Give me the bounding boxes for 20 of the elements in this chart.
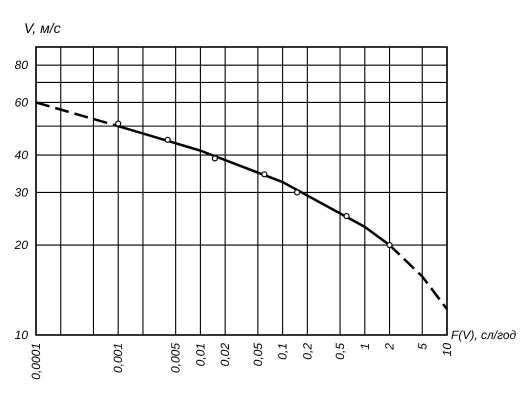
x-tick-label: 0,0001 — [29, 343, 43, 380]
x-tick-label: 0,001 — [111, 343, 126, 374]
x-tick-label: 5 — [415, 342, 430, 350]
y-tick-label: 40 — [14, 148, 28, 162]
x-tick-label: 1 — [358, 343, 372, 350]
y-tick-label: 80 — [14, 58, 28, 72]
x-tick-label: 0,005 — [168, 342, 183, 374]
x-axis-title: F(V), сл/год — [451, 328, 517, 342]
x-tick-label: 2 — [382, 342, 397, 351]
x-tick-label: 0,5 — [333, 342, 348, 360]
x-tick-label: 10 — [440, 342, 454, 356]
y-tick-label: 60 — [14, 95, 28, 110]
x-tick-label: 0,1 — [276, 343, 290, 360]
y-tick-label: 20 — [14, 238, 28, 252]
y-tick-label: 30 — [14, 185, 28, 200]
x-tick-label: 0,05 — [250, 342, 265, 366]
x-tick-label: 0,01 — [193, 343, 208, 366]
x-tick-label: 0,02 — [218, 342, 232, 366]
x-tick-label: 0,2 — [300, 342, 314, 360]
y-axis-title: V, м/с — [24, 20, 61, 36]
